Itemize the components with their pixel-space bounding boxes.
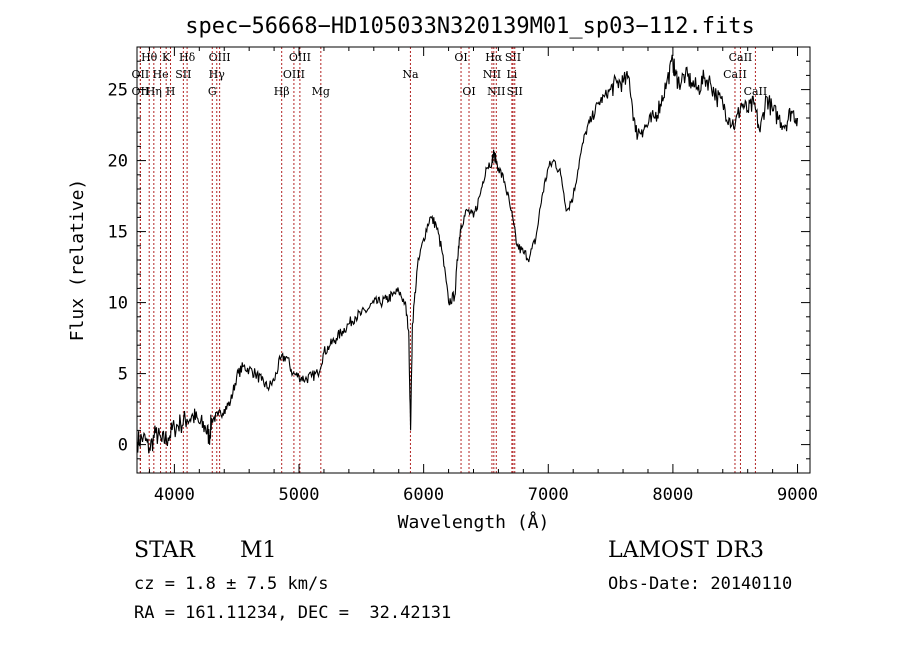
marker-label: Hγ [209, 68, 226, 81]
marker-label: Hβ [274, 85, 290, 98]
y-tick-label: 0 [118, 436, 128, 456]
y-tick-label: 25 [108, 81, 128, 101]
coordinates: RA = 161.11234, DEC = 32.42131 [134, 603, 452, 623]
y-tick-label: 5 [118, 365, 128, 385]
marker-label: Mg [312, 85, 330, 98]
x-tick-label: 8000 [652, 485, 693, 505]
marker-label: K [162, 51, 171, 64]
marker-label: SII [507, 85, 523, 98]
obs-date: Obs-Date: 20140110 [608, 574, 793, 594]
marker-label: NII [487, 85, 505, 98]
x-tick-label: 7000 [528, 485, 569, 505]
survey-label: LAMOST DR3 [608, 538, 764, 563]
marker-label: OII [132, 85, 150, 98]
marker-label: CaII [729, 51, 753, 64]
marker-label: He [153, 68, 169, 81]
marker-label: SII [505, 51, 521, 64]
marker-label: OII [132, 68, 150, 81]
cz-value: cz = 1.8 ± 7.5 km/s [134, 574, 329, 594]
marker-label: SII [175, 68, 191, 81]
marker-label: CaII [744, 85, 768, 98]
subclass-label: M1 [240, 538, 277, 563]
y-tick-label: 15 [108, 223, 128, 243]
marker-label: Hη [146, 85, 162, 98]
y-axis-label: Flux (relative) [67, 179, 88, 342]
marker-label: NII [483, 68, 501, 81]
axes: 4000 5000 6000 7000 8000 9000 0 5 10 15 20 25 [108, 47, 818, 505]
marker-label: OIII [283, 68, 305, 81]
marker-label: Li [506, 68, 517, 81]
x-tick-label: 9000 [777, 485, 818, 505]
plot-frame [136, 46, 811, 474]
marker-label: Hα [485, 51, 503, 64]
marker-label: OIII [289, 51, 311, 64]
x-tick-label: 5000 [279, 485, 320, 505]
marker-label: Hθ [141, 51, 158, 64]
marker-label: OI [462, 85, 475, 98]
chart-title: spec−56668−HD105033N320139M01_sp03−112.f… [185, 14, 755, 39]
marker-label: OI [454, 51, 467, 64]
marker-label: Na [402, 68, 419, 81]
marker-label: OIII [209, 51, 231, 64]
x-axis-label: Wavelength (Å) [398, 511, 550, 533]
class-label: STAR [134, 538, 195, 563]
marker-label: H [166, 85, 176, 98]
marker-label: Hδ [179, 51, 196, 64]
x-tick-label: 4000 [154, 485, 195, 505]
marker-label: G [208, 85, 217, 98]
y-tick-label: 10 [108, 294, 128, 314]
spectrum-series-line [136, 54, 799, 454]
y-tick-label: 20 [108, 152, 128, 172]
marker-label: CaII [723, 68, 747, 81]
x-tick-label: 6000 [403, 485, 444, 505]
